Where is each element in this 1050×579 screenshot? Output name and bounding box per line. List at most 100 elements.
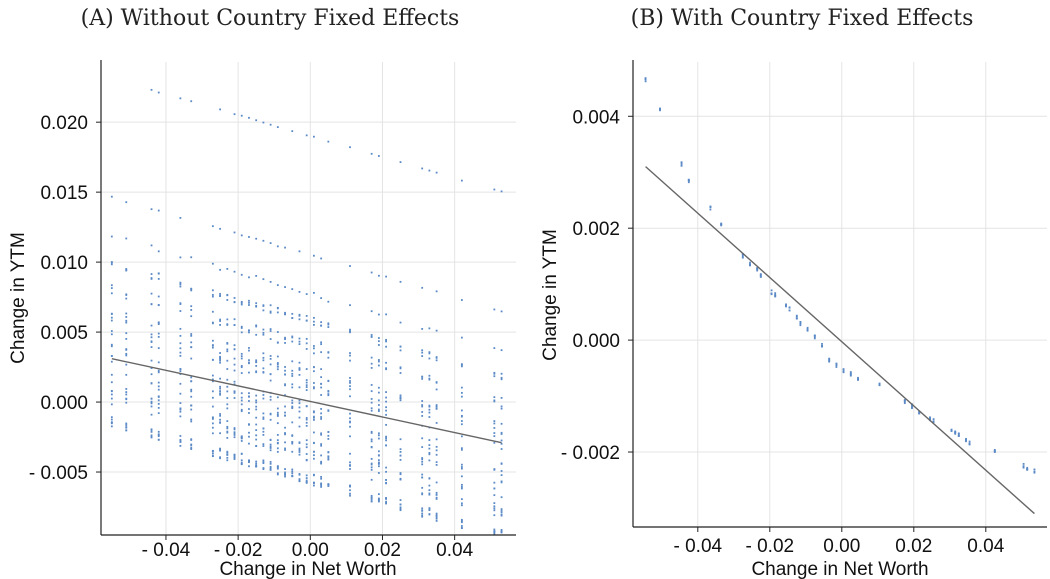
scatter-point xyxy=(150,435,153,438)
scatter-point xyxy=(262,397,265,400)
scatter-point xyxy=(269,447,272,449)
scatter-point xyxy=(179,415,182,418)
scatter-point xyxy=(240,372,243,374)
scatter-point xyxy=(240,352,243,355)
scatter-point xyxy=(327,140,330,143)
scatter-point xyxy=(219,361,221,364)
scatter-point xyxy=(370,440,373,443)
scatter-point xyxy=(305,477,308,479)
scatter-point xyxy=(291,442,294,445)
scatter-point xyxy=(377,463,380,465)
scatter-point xyxy=(385,435,387,438)
scatter-point xyxy=(291,312,294,315)
scatter-point xyxy=(276,465,279,468)
scatter-point xyxy=(399,499,402,501)
scatter-point xyxy=(957,434,960,437)
scatter-point xyxy=(226,318,229,321)
scatter-point xyxy=(421,355,424,357)
scatter-point xyxy=(255,324,258,327)
scatter-point xyxy=(157,347,160,350)
scatter-point xyxy=(370,494,373,497)
scatter-point xyxy=(150,397,153,400)
scatter-point xyxy=(385,345,387,348)
scatter-point xyxy=(190,334,193,337)
scatter-point xyxy=(125,352,128,355)
scatter-point xyxy=(233,348,236,351)
scatter-point xyxy=(291,375,294,377)
scatter-point xyxy=(460,391,463,394)
scatter-point xyxy=(262,121,265,124)
scatter-point xyxy=(284,338,286,341)
scatter-point xyxy=(255,304,258,307)
scatter-point xyxy=(460,420,463,422)
scatter-point xyxy=(298,478,301,481)
scatter-point xyxy=(284,394,286,397)
scatter-point xyxy=(157,272,160,275)
scatter-point xyxy=(435,464,438,466)
scatter-point xyxy=(305,386,308,388)
scatter-point xyxy=(305,379,308,381)
scatter-point xyxy=(377,391,380,394)
scatter-point xyxy=(493,399,496,402)
scatter-point xyxy=(190,315,193,318)
scatter-point xyxy=(284,405,286,408)
scatter-point xyxy=(125,429,128,432)
scatter-point xyxy=(226,348,229,351)
scatter-point xyxy=(1022,465,1025,468)
scatter-point xyxy=(255,416,258,419)
scatter-point xyxy=(298,425,301,428)
scatter-point xyxy=(377,399,380,402)
scatter-point xyxy=(435,445,438,448)
scatter-point xyxy=(255,361,258,364)
scatter-point xyxy=(211,321,214,324)
scatter-point xyxy=(370,366,373,369)
scatter-point xyxy=(240,357,243,360)
scatter-point xyxy=(428,408,431,411)
scatter-point xyxy=(233,357,236,360)
scatter-point xyxy=(262,416,265,419)
scatter-point xyxy=(305,342,308,345)
scatter-point xyxy=(349,461,351,464)
scatter-point xyxy=(385,406,387,409)
scatter-point xyxy=(284,447,286,450)
scatter-point xyxy=(435,449,438,452)
scatter-point xyxy=(190,346,193,349)
scatter-point xyxy=(298,373,301,376)
scatter-point xyxy=(190,100,193,103)
scatter-point xyxy=(428,169,431,172)
scatter-point xyxy=(313,474,315,477)
scatter-point xyxy=(157,91,160,94)
scatter-point xyxy=(327,483,330,485)
scatter-point xyxy=(799,322,802,325)
scatter-point xyxy=(262,356,265,359)
scatter-point xyxy=(421,460,424,463)
scatter-point xyxy=(291,335,294,338)
scatter-point xyxy=(305,458,308,461)
scatter-point xyxy=(385,338,387,341)
scatter-point xyxy=(421,512,424,515)
y-tick-label: 0.010 xyxy=(40,253,88,274)
scatter-point xyxy=(110,360,113,363)
scatter-point xyxy=(313,442,315,444)
scatter-point xyxy=(435,514,438,517)
scatter-point xyxy=(248,236,250,238)
scatter-point xyxy=(385,439,387,442)
scatter-point xyxy=(385,497,387,499)
scatter-point xyxy=(276,245,279,248)
panel-b-grid xyxy=(633,62,1047,527)
scatter-point xyxy=(190,443,193,446)
scatter-point xyxy=(313,415,315,418)
scatter-point xyxy=(255,359,258,362)
panel-a: (A) Without Country Fixed Effects - 0.04… xyxy=(8,6,516,579)
scatter-point xyxy=(190,390,193,393)
scatter-point xyxy=(399,372,402,374)
scatter-point xyxy=(291,470,294,473)
scatter-point xyxy=(460,299,463,301)
scatter-point xyxy=(233,454,236,456)
scatter-point xyxy=(500,511,503,514)
scatter-point xyxy=(460,487,463,490)
scatter-point xyxy=(284,433,286,436)
scatter-point xyxy=(421,446,424,449)
scatter-point xyxy=(150,382,153,384)
scatter-point xyxy=(291,317,294,320)
